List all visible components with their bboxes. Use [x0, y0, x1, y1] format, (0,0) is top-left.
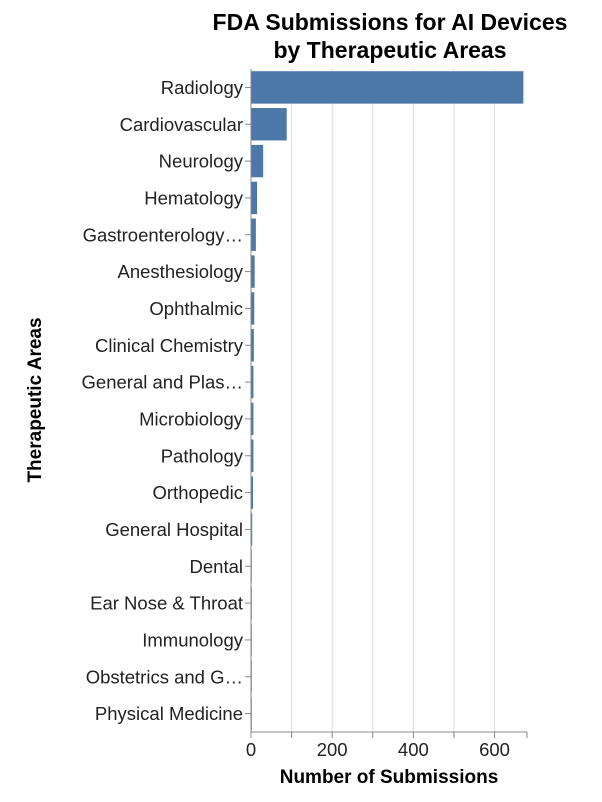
- bar-6: [251, 255, 255, 288]
- category-label: Microbiology: [139, 408, 244, 429]
- bar-8: [251, 329, 254, 362]
- x-tick-label: 200: [317, 739, 348, 760]
- chart-title-line-2: by Therapeutic Areas: [273, 37, 506, 63]
- category-label: Gastroenterology…: [83, 224, 243, 245]
- x-axis: 0 200 400 600: [246, 731, 528, 760]
- bar-1: [251, 71, 524, 104]
- bar-3: [251, 144, 264, 178]
- category-label: Neurology: [159, 151, 244, 172]
- category-label: Anesthesiology: [118, 261, 244, 282]
- category-label: Radiology: [161, 77, 244, 98]
- bar-10: [251, 402, 254, 436]
- x-tick-label: 400: [398, 739, 429, 760]
- category-label: General and Plas…: [82, 372, 243, 393]
- category-label: Dental: [190, 556, 243, 577]
- category-label: Obstetrics and G…: [86, 666, 243, 687]
- category-label: Orthopedic: [153, 482, 244, 503]
- bar-11: [251, 439, 254, 472]
- bar-4: [251, 181, 258, 215]
- x-tick-label: 600: [479, 739, 510, 760]
- bar-9: [251, 365, 254, 399]
- bar-2: [251, 108, 287, 141]
- category-label: Cardiovascular: [120, 114, 243, 135]
- category-label: Ear Nose & Throat: [90, 593, 243, 614]
- category-label: Physical Medicine: [95, 703, 243, 724]
- x-tick-label: 0: [246, 739, 256, 760]
- bars: [251, 71, 524, 730]
- category-label: Pathology: [161, 445, 244, 466]
- y-axis-title: Therapeutic Areas: [25, 317, 46, 482]
- category-label: Hematology: [144, 187, 243, 208]
- category-label: Immunology: [142, 629, 244, 650]
- bar-12: [251, 476, 254, 509]
- y-axis: Radiology Cardiovascular Neurology Hematolo…: [82, 69, 252, 732]
- category-label: Ophthalmic: [149, 298, 243, 319]
- category-label: Clinical Chemistry: [95, 335, 244, 356]
- x-axis-title: Number of Submissions: [280, 767, 499, 788]
- bar-7: [251, 292, 255, 325]
- bar-5: [251, 218, 256, 251]
- bar-13: [251, 513, 253, 546]
- chart-title-line-1: FDA Submissions for AI Devices: [213, 9, 568, 35]
- category-label: General Hospital: [105, 519, 243, 540]
- gridlines: [291, 69, 496, 732]
